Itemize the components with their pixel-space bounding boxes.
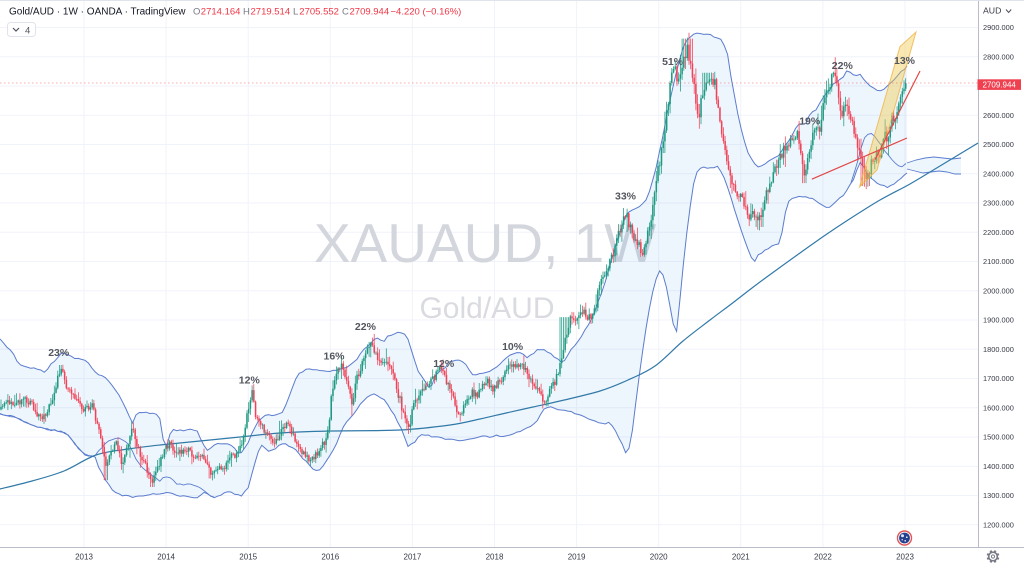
svg-text:1700.000: 1700.000 xyxy=(983,374,1014,383)
svg-text:1200.000: 1200.000 xyxy=(983,520,1014,529)
svg-text:2900.000: 2900.000 xyxy=(983,23,1014,32)
svg-text:Gold/AUD: Gold/AUD xyxy=(419,292,554,325)
svg-text:2018: 2018 xyxy=(486,553,504,562)
svg-text:2000.000: 2000.000 xyxy=(983,286,1014,295)
svg-text:2021: 2021 xyxy=(732,553,750,562)
svg-text:2022: 2022 xyxy=(814,553,832,562)
svg-text:2019: 2019 xyxy=(568,553,586,562)
svg-text:2200.000: 2200.000 xyxy=(983,228,1014,237)
svg-text:19%: 19% xyxy=(799,116,821,128)
svg-text:1500.000: 1500.000 xyxy=(983,433,1014,442)
svg-text:2709.944: 2709.944 xyxy=(983,80,1017,89)
svg-text:2013: 2013 xyxy=(75,553,93,562)
svg-text:1300.000: 1300.000 xyxy=(983,491,1014,500)
svg-text:H: H xyxy=(243,7,250,18)
svg-text:C: C xyxy=(342,7,349,18)
svg-text:12%: 12% xyxy=(433,358,455,370)
svg-text:1800.000: 1800.000 xyxy=(983,345,1014,354)
svg-text:2016: 2016 xyxy=(321,553,339,562)
svg-text:2719.514: 2719.514 xyxy=(251,7,291,18)
svg-text:1600.000: 1600.000 xyxy=(983,403,1014,412)
svg-text:33%: 33% xyxy=(615,191,637,203)
svg-text:2017: 2017 xyxy=(404,553,422,562)
svg-text:2714.164: 2714.164 xyxy=(201,7,241,18)
svg-text:2800.000: 2800.000 xyxy=(983,52,1014,61)
svg-text:O: O xyxy=(193,7,200,18)
svg-text:4: 4 xyxy=(25,26,30,37)
svg-text:22%: 22% xyxy=(832,60,854,72)
svg-text:23%: 23% xyxy=(48,347,70,359)
svg-text:2709.944: 2709.944 xyxy=(350,7,390,18)
svg-text:1900.000: 1900.000 xyxy=(983,316,1014,325)
svg-text:Gold/AUD · 1W · OANDA · Tradin: Gold/AUD · 1W · OANDA · TradingView xyxy=(9,7,186,18)
svg-text:12%: 12% xyxy=(239,375,261,387)
svg-text:2023: 2023 xyxy=(896,553,914,562)
svg-text:XAUAUD, 1W: XAUAUD, 1W xyxy=(314,212,656,274)
svg-text:1400.000: 1400.000 xyxy=(983,462,1014,471)
svg-text:2014: 2014 xyxy=(157,553,175,562)
svg-text:L: L xyxy=(293,7,298,18)
svg-text:2500.000: 2500.000 xyxy=(983,140,1014,149)
svg-text:2300.000: 2300.000 xyxy=(983,199,1014,208)
svg-text:2600.000: 2600.000 xyxy=(983,111,1014,120)
svg-text:2400.000: 2400.000 xyxy=(983,169,1014,178)
svg-text:10%: 10% xyxy=(502,341,524,353)
svg-text:2100.000: 2100.000 xyxy=(983,257,1014,266)
svg-text:2705.552: 2705.552 xyxy=(299,7,339,18)
svg-text:2020: 2020 xyxy=(650,553,668,562)
svg-text:−4.220 (−0.16%): −4.220 (−0.16%) xyxy=(391,7,462,18)
svg-text:22%: 22% xyxy=(355,321,377,333)
svg-text:51%: 51% xyxy=(662,56,684,68)
svg-text:13%: 13% xyxy=(894,55,916,67)
svg-text:16%: 16% xyxy=(323,350,345,362)
svg-text:AUD: AUD xyxy=(983,6,1001,16)
svg-text:2015: 2015 xyxy=(239,553,257,562)
